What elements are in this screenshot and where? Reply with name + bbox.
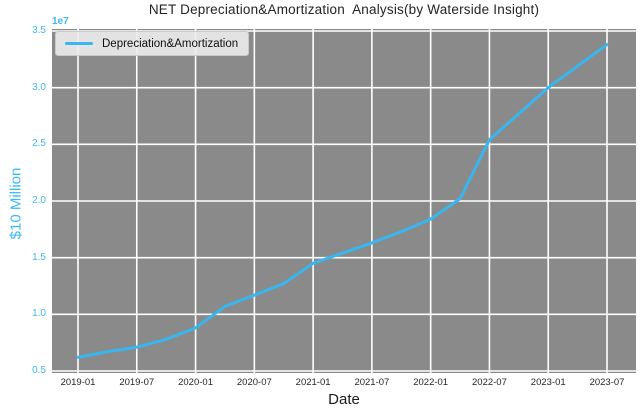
y-axis-offset-text: 1e7 (52, 16, 69, 27)
x-tick-label: 2020-07 (236, 377, 272, 388)
x-tick-label: 2019-01 (60, 377, 96, 388)
x-tick-label: 2019-07 (119, 377, 155, 388)
x-tick-label: 2021-01 (295, 377, 331, 388)
chart-title: NET Depreciation&Amortization Analysis(b… (148, 2, 540, 17)
x-tick-label: 2023-01 (530, 377, 566, 388)
legend-label: Depreciation&Amortization (102, 37, 239, 50)
x-tick-label: 2021-07 (354, 377, 390, 388)
y-tick-label: 0.5 (32, 365, 46, 376)
y-tick-label: 2.5 (32, 138, 46, 150)
x-tick-label: 2023-07 (589, 377, 625, 388)
y-tick-label: 3.5 (32, 25, 46, 36)
x-tick-label: 2022-07 (472, 377, 507, 388)
line-chart-svg (52, 29, 636, 373)
legend: Depreciation&Amortization (55, 31, 250, 56)
x-axis-label: Date (328, 391, 360, 408)
plot-area: Depreciation&Amortization (52, 29, 636, 373)
data-line (76, 43, 609, 359)
x-tick-label: 2022-01 (413, 377, 449, 388)
y-tick-label: 1.5 (32, 251, 46, 263)
legend-line-swatch (65, 42, 93, 45)
y-tick-label: 1.0 (32, 308, 46, 320)
y-tick-label: 2.0 (32, 195, 46, 206)
y-tick-label: 3.0 (32, 81, 46, 93)
x-tick-label: 2020-01 (178, 377, 213, 388)
